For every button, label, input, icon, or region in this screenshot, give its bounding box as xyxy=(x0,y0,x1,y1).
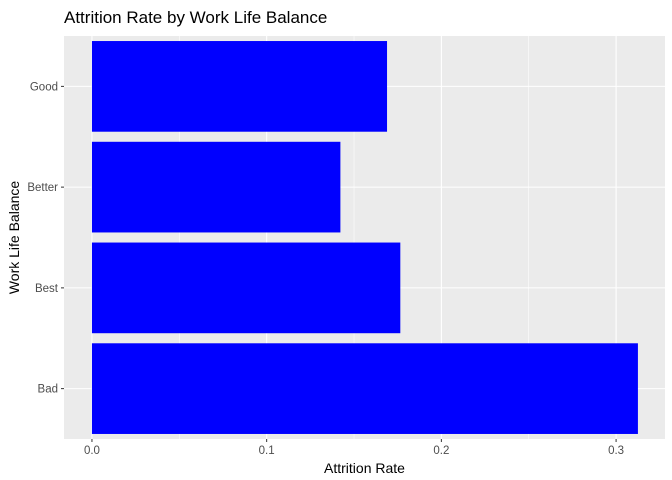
y-tick-label: Better xyxy=(27,182,58,194)
x-tick-label: 0.3 xyxy=(608,445,624,457)
x-axis-ticks: 0.0 0.1 0.2 0.3 xyxy=(84,439,624,457)
x-tick-label: 0.1 xyxy=(259,445,275,457)
y-axis-title: Work Life Balance xyxy=(6,181,22,295)
chart-title: Attrition Rate by Work Life Balance xyxy=(64,8,327,27)
x-tick-label: 0.2 xyxy=(433,445,449,457)
y-tick-label: Good xyxy=(30,81,58,93)
y-tick-label: Best xyxy=(35,283,59,295)
x-tick-label: 0.0 xyxy=(84,445,100,457)
bar-good xyxy=(91,41,388,132)
y-axis-ticks: Bad Best Better Good xyxy=(27,81,64,396)
bars xyxy=(91,41,638,434)
y-tick-label: Bad xyxy=(38,384,58,396)
bar-bad xyxy=(91,343,638,434)
bar-better xyxy=(91,141,341,233)
bar-best xyxy=(91,242,401,334)
x-axis-title: Attrition Rate xyxy=(324,460,405,476)
